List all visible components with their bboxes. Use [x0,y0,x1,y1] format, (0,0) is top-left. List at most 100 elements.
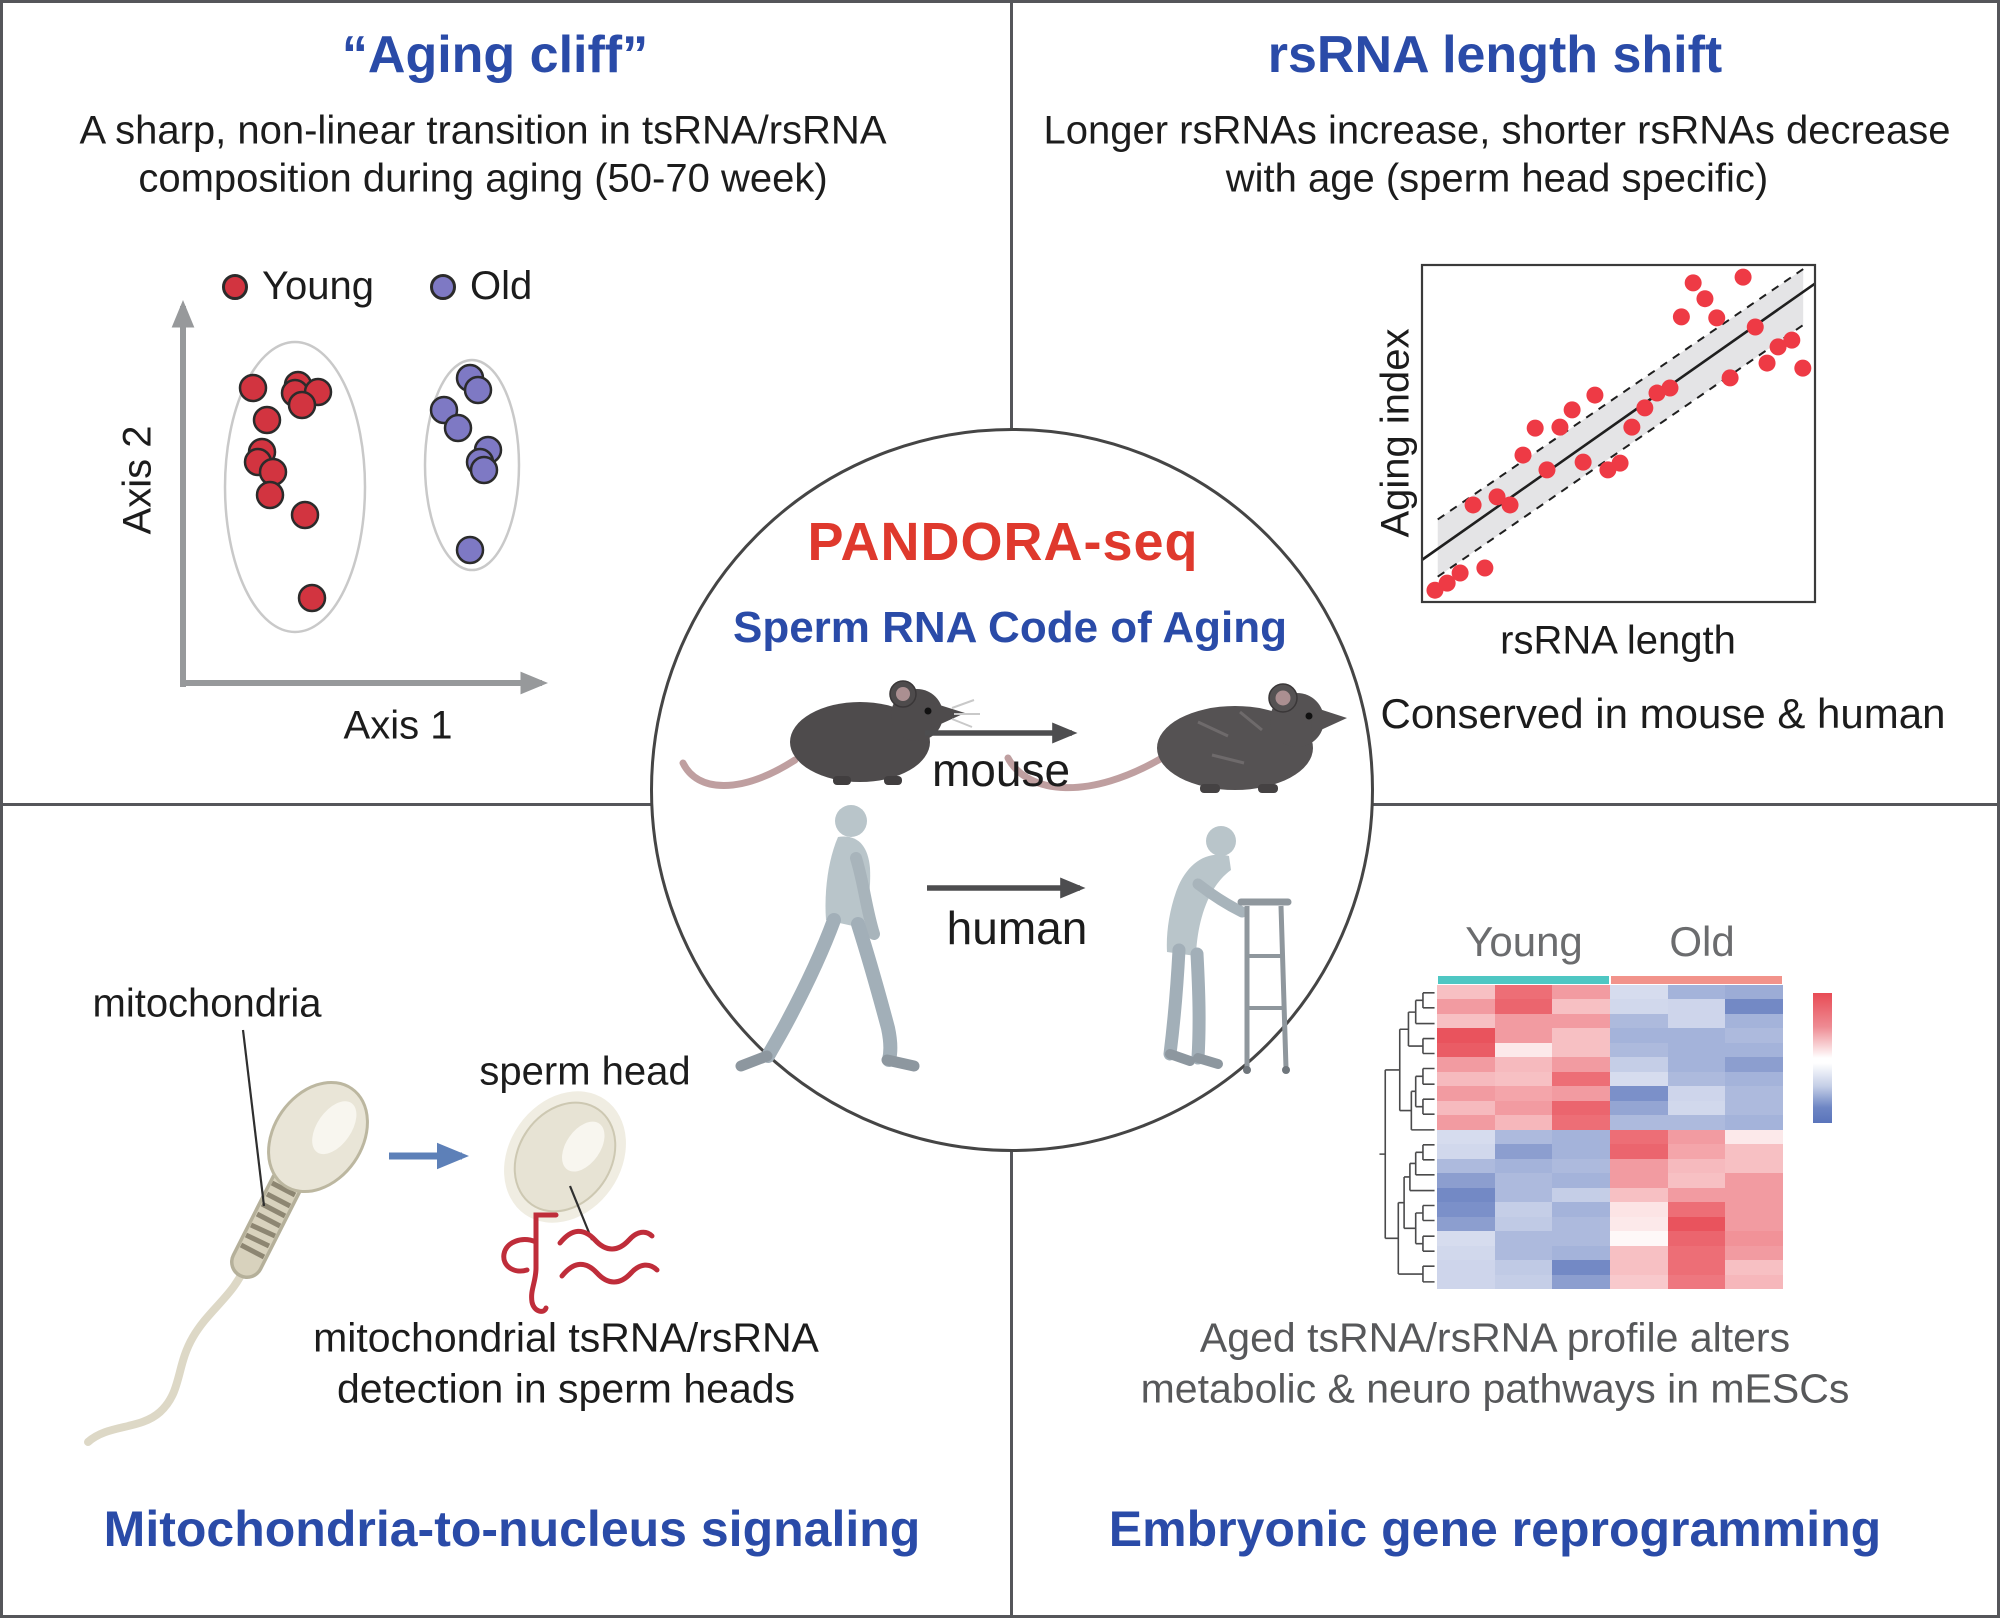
heatmap-cell [1610,1144,1669,1160]
heatmap-cell [1437,1013,1496,1029]
panel-title-rsrna-shift: rsRNA length shift [1267,26,1723,84]
heatmap-cell [1725,1129,1784,1145]
heatmap-cell [1437,1100,1496,1116]
regression-x-axis-label: rsRNA length [1500,618,1736,663]
dendrogram-tree [1379,993,1434,1282]
heatmap-cell [1667,1216,1726,1232]
sperm-rna-code-subtitle: Sperm RNA Code of Aging [732,603,1288,652]
heatmap-cell [1494,1187,1553,1203]
heatmap-cell [1437,1274,1496,1290]
heatmap-cell [1725,1071,1784,1087]
heatmap-cell [1552,985,1611,1000]
heatmap-cell [1494,1144,1553,1160]
embryo-caption-line2: metabolic & neuro pathways in mESCs [1140,1365,1850,1412]
rsrna-subtitle-line2: with age (sperm head specific) [1225,156,1769,201]
regression-data-points [1426,268,1812,599]
heatmap-cell [1667,1071,1726,1087]
heatmap-cell [1725,1115,1784,1131]
heatmap-cell [1494,1057,1553,1073]
heatmap-cell [1494,1158,1553,1174]
pca-scatter-plot [171,299,549,695]
mito-caption-line2: detection in sperm heads [336,1365,796,1412]
young-legend-label: Young [262,264,374,308]
heatmap-cell [1494,985,1553,1000]
heatmap-cell [1552,1144,1611,1160]
heatmap-cell [1437,1187,1496,1203]
heatmap-cell [1437,1245,1496,1261]
heatmap-cell [1437,1216,1496,1232]
heatmap-cell [1667,1057,1726,1073]
heatmap-cell [1610,1231,1669,1247]
heatmap-cell [1552,1202,1611,1218]
heatmap-cell [1552,1216,1611,1232]
aging-cliff-subtitle-line1: A sharp, non-linear transition in tsRNA/… [79,108,887,153]
heatmap-cell [1494,1216,1553,1232]
heatmap-cell [1667,1274,1726,1290]
aging-cliff-subtitle-line2: composition during aging (50-70 week) [138,156,828,201]
old-legend-label: Old [470,264,533,308]
heatmap-cell [1667,1245,1726,1261]
heatmap-group-bar [1611,976,1782,984]
heatmap-cell [1552,1100,1611,1116]
heatmap-cell [1552,1260,1611,1276]
heatmap-color-scale [1813,993,1832,1123]
mitochondria-label: mitochondria [92,981,322,1026]
expression-heatmap [1437,976,1784,1290]
heatmap-cell [1610,1115,1669,1131]
heatmap-cell [1610,1158,1669,1174]
heatmap-cell [1610,1100,1669,1116]
pca-data-points [238,363,503,613]
heatmap-cell [1494,1202,1553,1218]
heatmap-cell [1552,1086,1611,1102]
heatmap-cell [1667,1129,1726,1145]
heatmap-cell [1667,1042,1726,1058]
heatmap-cell [1667,1013,1726,1029]
heatmap-cell [1667,1187,1726,1203]
heatmap-group-bar [1438,976,1609,984]
plot-border [1420,263,1817,604]
regression-scatter-plot [1420,263,1817,604]
heatmap-cell [1610,1129,1669,1145]
heatmap-cell [1725,1216,1784,1232]
heatmap-cell [1437,1086,1496,1102]
heatmap-cell [1494,1260,1553,1276]
heatmap-cell [1437,1173,1496,1189]
heatmap-cell [1552,1057,1611,1073]
heatmap-cell [1610,1013,1669,1029]
heatmap-cell [1552,1028,1611,1044]
heatmap-cell [1437,1158,1496,1174]
heatmap-cell [1437,999,1496,1015]
heatmap-cell [1725,1042,1784,1058]
heatmap-cell [1667,1202,1726,1218]
heatmap-cell [1725,1028,1784,1044]
heatmap-cell [1725,999,1784,1015]
heatmap-cell [1494,1129,1553,1145]
heatmap-group-label-old: Old [1669,918,1735,965]
heatmap-cell [1725,1144,1784,1160]
heatmap-group-label-young: Young [1465,918,1583,965]
pca-y-axis-label: Axis 2 [115,425,160,535]
panel-title-mito-signaling: Mitochondria-to-nucleus signaling [103,1501,921,1557]
heatmap-cell [1610,1216,1669,1232]
heatmap-cell [1494,999,1553,1015]
heatmap-cell [1667,985,1726,1000]
heatmap-cell [1494,1245,1553,1261]
heatmap-cell [1667,1231,1726,1247]
heatmap-cell [1667,1158,1726,1174]
heatmap-cell [1494,1086,1553,1102]
heatmap-cell [1725,1057,1784,1073]
heatmap-cell [1610,1260,1669,1276]
heatmap-cell [1667,1173,1726,1189]
rsrna-subtitle-line1: Longer rsRNAs increase, shorter rsRNAs d… [1043,108,1951,153]
sperm-head-label: sperm head [479,1049,691,1094]
heatmap-cell [1667,1028,1726,1044]
heatmap-cell [1552,1042,1611,1058]
heatmap-cell [1725,1187,1784,1203]
heatmap-cell [1494,1173,1553,1189]
heatmap-cell [1552,1274,1611,1290]
heatmap-cell [1725,1173,1784,1189]
heatmap-cell [1725,1086,1784,1102]
heatmap-cell [1552,999,1611,1015]
heatmap-cell [1552,1173,1611,1189]
